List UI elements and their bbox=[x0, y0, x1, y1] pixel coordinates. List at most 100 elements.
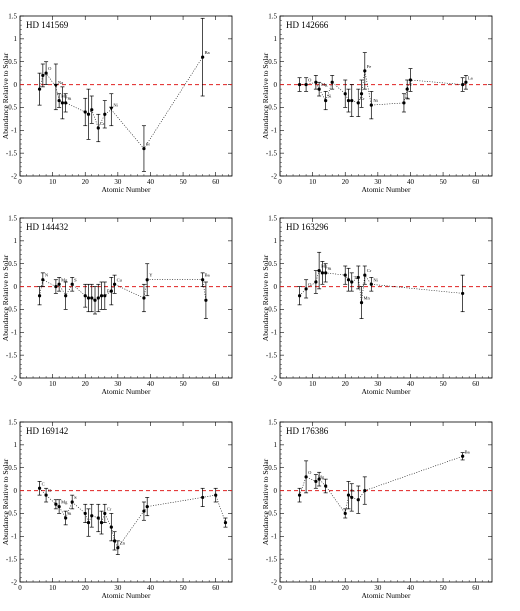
data-point bbox=[142, 146, 146, 151]
y-tick-label: 0 bbox=[274, 283, 278, 291]
data-point bbox=[314, 479, 318, 484]
x-tick-label: 10 bbox=[309, 178, 317, 186]
data-point bbox=[96, 296, 100, 300]
data-point bbox=[330, 80, 334, 84]
data-point bbox=[405, 87, 409, 91]
y-tick-label: -0.5 bbox=[6, 510, 18, 518]
y-tick-label: -1 bbox=[271, 127, 277, 135]
data-point bbox=[44, 71, 48, 75]
element-label: Si bbox=[68, 96, 73, 101]
element-label: Cr bbox=[107, 506, 112, 511]
element-label: O bbox=[308, 282, 312, 287]
data-point bbox=[356, 275, 360, 280]
data-point bbox=[214, 493, 218, 497]
y-tick-label: -2 bbox=[271, 374, 277, 382]
data-point bbox=[297, 493, 302, 497]
data-point bbox=[201, 495, 205, 500]
y-tick-label: 1.5 bbox=[8, 418, 17, 426]
y-tick-label: 0 bbox=[14, 283, 18, 291]
data-point bbox=[44, 493, 48, 497]
data-point bbox=[350, 98, 354, 103]
data-point bbox=[223, 520, 228, 525]
y-tick-label: -2 bbox=[11, 172, 17, 180]
element-label: Ba bbox=[205, 50, 210, 55]
data-point bbox=[304, 82, 308, 87]
star-name: HD 142666 bbox=[286, 20, 329, 30]
x-tick-label: 10 bbox=[309, 584, 317, 592]
data-point bbox=[90, 296, 94, 300]
x-tick-label: 20 bbox=[342, 178, 350, 186]
x-tick-label: 0 bbox=[278, 584, 282, 592]
element-label: C bbox=[42, 481, 45, 486]
star-name: HD 141569 bbox=[26, 20, 69, 30]
x-tick-label: 30 bbox=[114, 178, 122, 186]
data-point bbox=[201, 278, 205, 282]
data-point bbox=[314, 80, 318, 84]
data-point bbox=[86, 112, 91, 116]
y-tick-label: 0 bbox=[14, 487, 18, 495]
plot-frame bbox=[19, 15, 233, 177]
x-tick-label: 40 bbox=[407, 584, 415, 592]
data-point bbox=[343, 92, 347, 96]
y-tick-label: -2 bbox=[11, 374, 17, 382]
data-point bbox=[363, 488, 367, 493]
element-label: Mg bbox=[321, 82, 328, 87]
x-tick-label: 0 bbox=[18, 380, 22, 388]
data-point bbox=[41, 278, 45, 282]
element-label: Ti bbox=[354, 275, 359, 280]
y-axis-title: Abundance Relative to Solar bbox=[261, 458, 270, 545]
data-point bbox=[109, 289, 113, 293]
y-tick-label: -1.5 bbox=[266, 351, 278, 359]
x-tick-label: 60 bbox=[212, 380, 220, 388]
x-tick-label: 30 bbox=[114, 584, 122, 592]
data-point bbox=[64, 516, 68, 520]
data-point bbox=[369, 103, 373, 107]
data-point bbox=[317, 268, 321, 273]
element-label: Y bbox=[409, 82, 413, 87]
data-point bbox=[112, 539, 117, 543]
y-tick-label: 0 bbox=[274, 81, 278, 89]
x-axis-title: Atomic Number bbox=[362, 387, 411, 396]
y-tick-label: 1.5 bbox=[8, 12, 17, 20]
x-tick-label: 0 bbox=[18, 584, 22, 592]
y-tick-label: 0.5 bbox=[268, 58, 277, 66]
data-point bbox=[461, 82, 465, 87]
data-point bbox=[37, 486, 42, 490]
data-point bbox=[116, 546, 120, 550]
data-point bbox=[324, 271, 328, 275]
panel-6: -2 -1.5 -1 -0.5 0 0.5 1 1.5 0 10 20 30 40 50 60 Atomic … bbox=[261, 418, 493, 600]
y-tick-label: 1.5 bbox=[268, 12, 277, 20]
element-label: Ba bbox=[205, 273, 210, 278]
element-label: Cr bbox=[360, 96, 365, 101]
data-point bbox=[317, 477, 321, 481]
data-point bbox=[142, 509, 146, 513]
data-point bbox=[70, 500, 74, 504]
data-point bbox=[145, 504, 149, 509]
element-label: Mg bbox=[61, 500, 68, 505]
data-point bbox=[83, 294, 87, 298]
data-point bbox=[461, 291, 465, 296]
data-point bbox=[350, 495, 354, 500]
plot-frame bbox=[279, 15, 493, 177]
y-axis-title: Abundance Relative to Solar bbox=[1, 254, 10, 341]
y-tick-label: -1 bbox=[11, 329, 17, 337]
data-point bbox=[70, 282, 74, 286]
x-tick-label: 50 bbox=[440, 380, 448, 388]
x-tick-label: 20 bbox=[342, 584, 350, 592]
trend-line bbox=[39, 279, 207, 301]
data-point bbox=[343, 511, 347, 516]
data-point bbox=[41, 73, 45, 78]
data-point bbox=[356, 498, 360, 502]
y-tick-label: 1 bbox=[14, 441, 18, 449]
element-label: Fe bbox=[107, 289, 112, 294]
element-label: La bbox=[468, 75, 473, 80]
data-point bbox=[37, 294, 42, 298]
x-tick-label: 0 bbox=[18, 178, 22, 186]
y-axis-title: Abundance Relative to Solar bbox=[1, 458, 10, 545]
star-name: HD 169142 bbox=[26, 426, 68, 436]
x-axis-title: Atomic Number bbox=[102, 591, 151, 600]
element-label: O bbox=[308, 78, 312, 83]
y-tick-label: -2 bbox=[271, 172, 277, 180]
data-point bbox=[37, 87, 42, 91]
y-tick-label: -0.5 bbox=[266, 306, 278, 314]
